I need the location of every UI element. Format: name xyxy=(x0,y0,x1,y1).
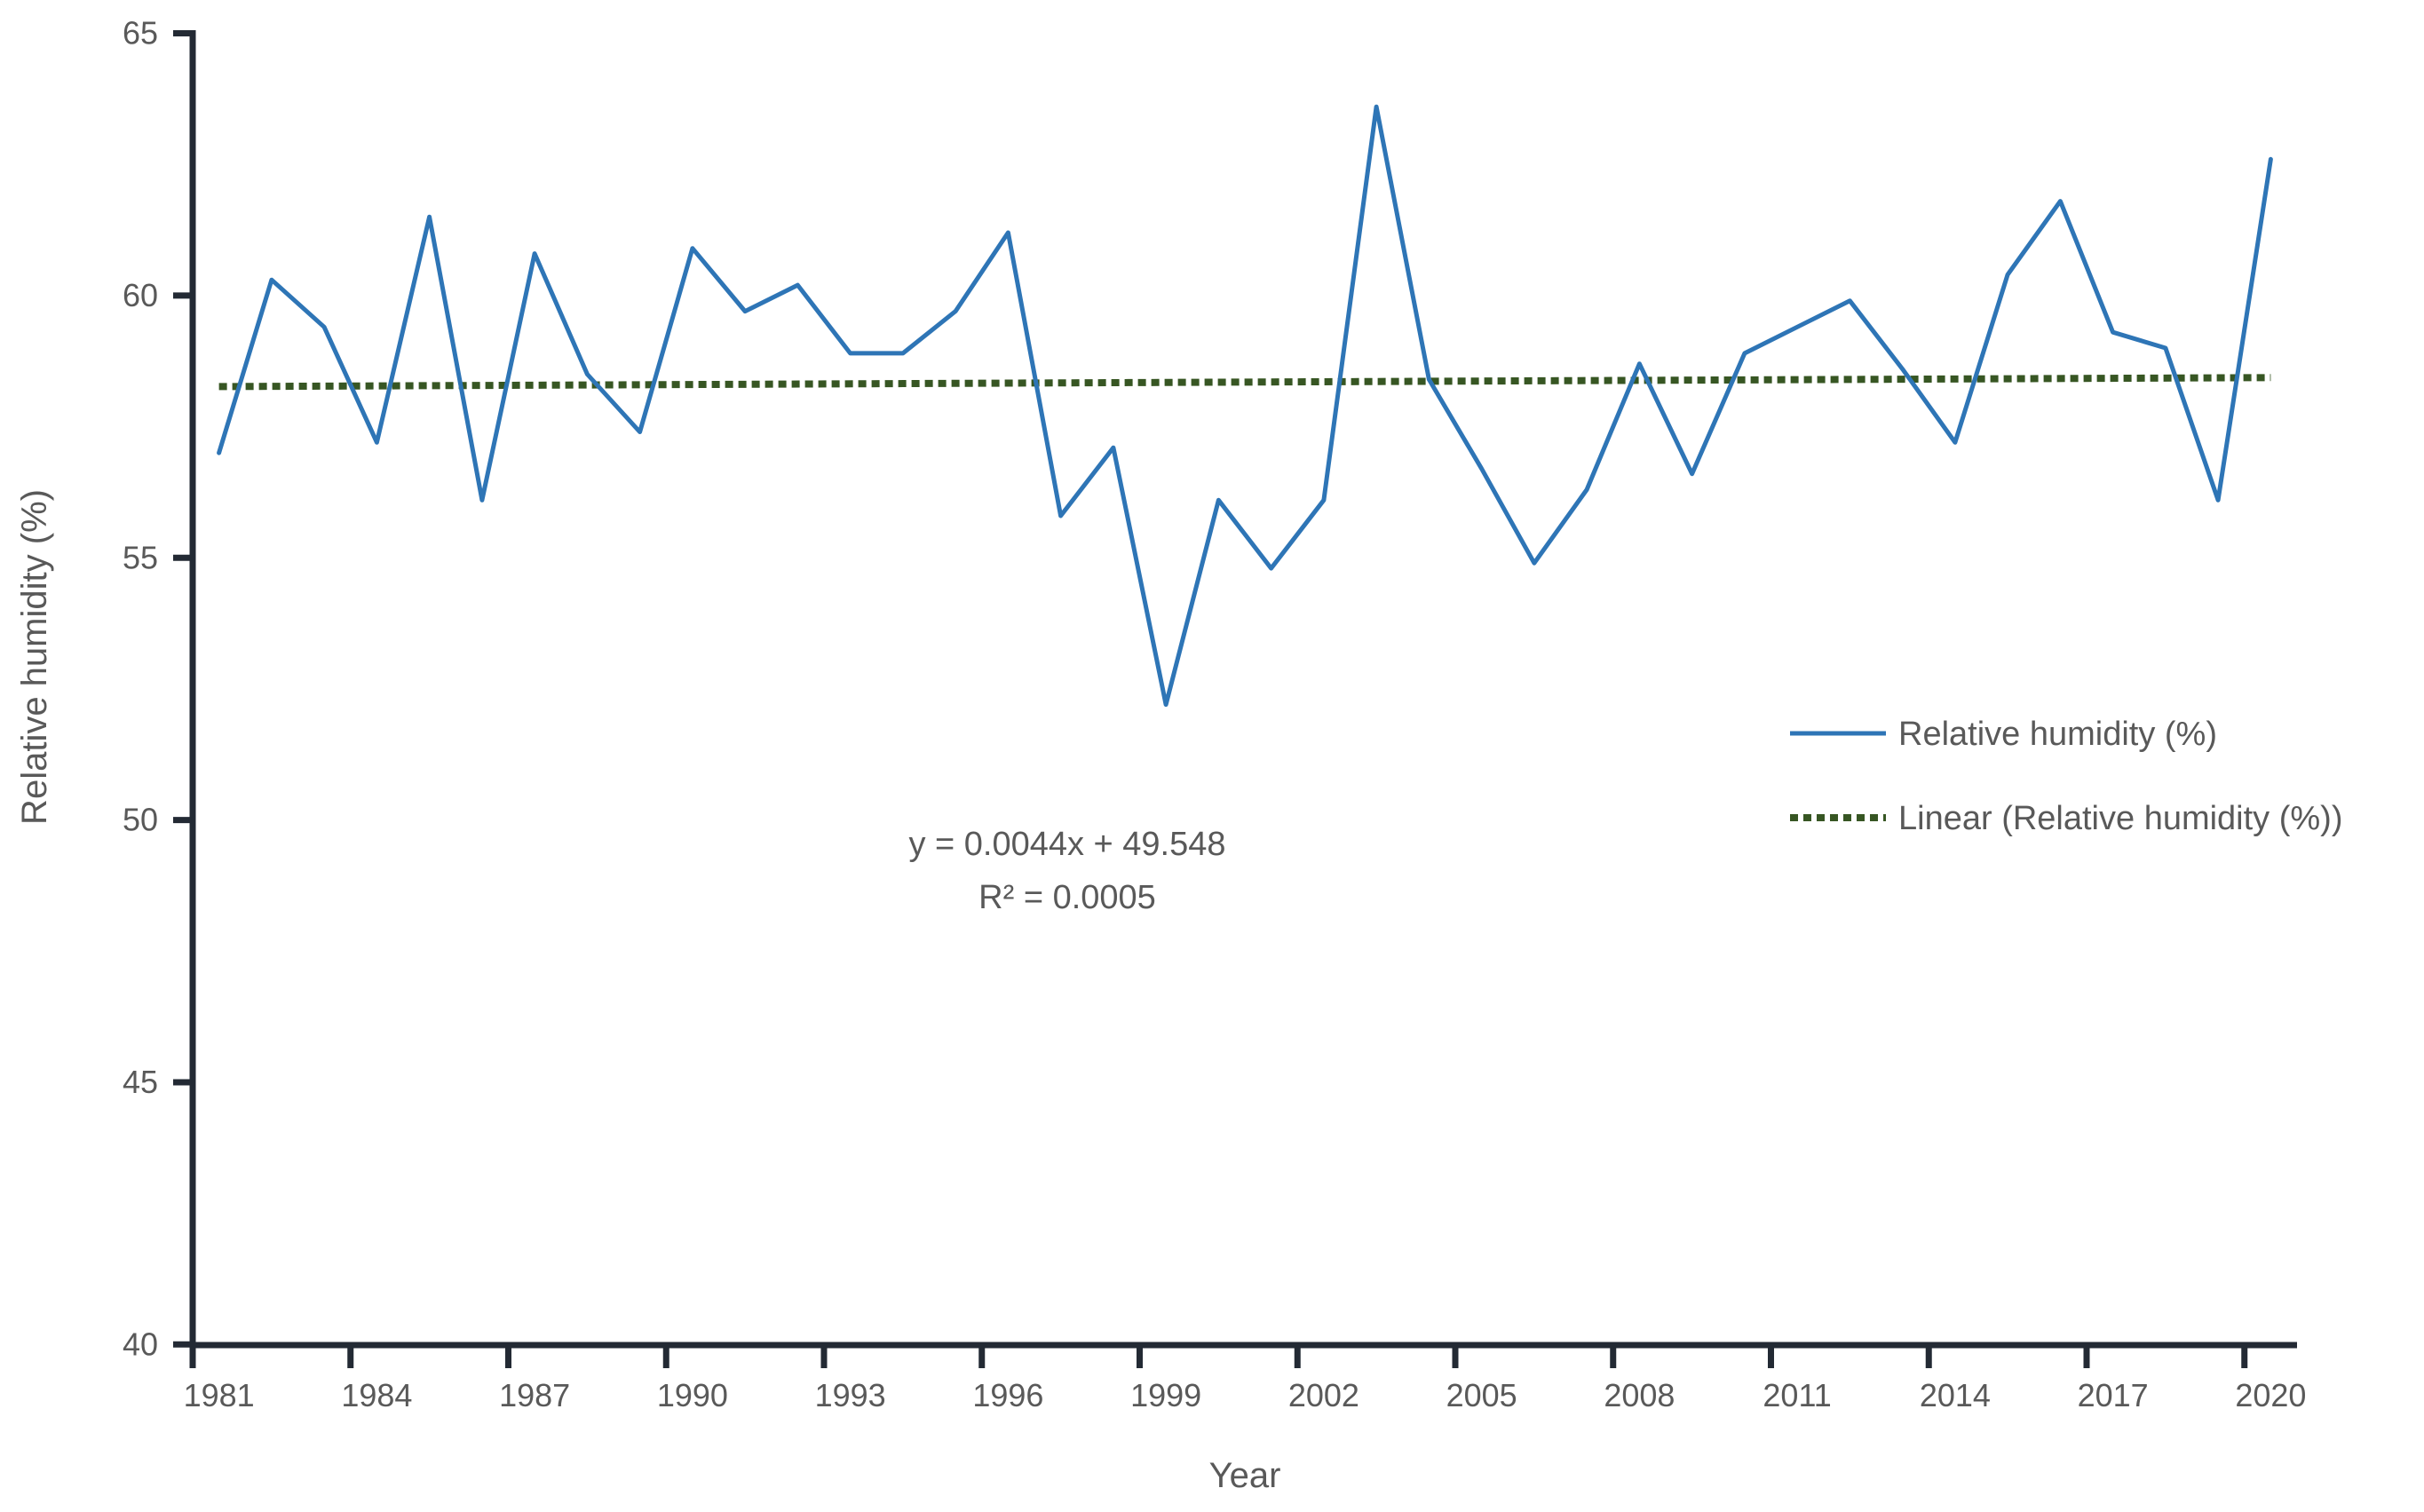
y-tick-label: 45 xyxy=(123,1064,158,1100)
x-tick-label: 2011 xyxy=(1763,1377,1831,1413)
series-line xyxy=(217,104,2273,708)
x-tick-label: 2017 xyxy=(2078,1377,2149,1413)
y-tick-label: 50 xyxy=(123,802,158,838)
plot-area: 40 45 50 55 60 65 1981 1984 1987 1990 1993 1996 1999… xyxy=(123,15,2306,1413)
y-tick-label: 55 xyxy=(123,539,158,575)
x-tick-label: 1987 xyxy=(499,1377,570,1413)
x-tick-label: 1984 xyxy=(341,1377,412,1413)
y-axis-title: Relative humidity (%) xyxy=(15,489,54,825)
x-tick-label: 1993 xyxy=(815,1377,886,1413)
trendline-r-squared: R² = 0.0005 xyxy=(978,879,1156,916)
y-tick-label: 65 xyxy=(123,15,158,51)
x-tick-label: 1981 xyxy=(184,1377,255,1413)
legend-label-series: Relative humidity (%) xyxy=(1898,716,2217,753)
x-axis-title: Year xyxy=(1209,1456,1281,1495)
x-tick-label: 2020 xyxy=(2235,1377,2306,1413)
x-tick-label: 2002 xyxy=(1288,1377,1359,1413)
trendline xyxy=(218,374,2271,391)
x-tick-label: 1996 xyxy=(972,1377,1043,1413)
trendline-equation: y = 0.0044x + 49.548 xyxy=(908,826,1225,863)
y-tick-label: 40 xyxy=(123,1326,158,1362)
x-tick-label: 2005 xyxy=(1446,1377,1517,1413)
x-tick-label: 2008 xyxy=(1604,1377,1675,1413)
x-tick-label: 2014 xyxy=(1920,1377,1991,1413)
x-tick-label: 1999 xyxy=(1130,1377,1201,1413)
x-tick-label: 1990 xyxy=(657,1377,728,1413)
legend: Relative humidity (%) Linear (Relative h… xyxy=(1790,716,2343,837)
legend-label-trend: Linear (Relative humidity (%)) xyxy=(1898,800,2343,837)
y-tick-label: 60 xyxy=(123,277,158,313)
